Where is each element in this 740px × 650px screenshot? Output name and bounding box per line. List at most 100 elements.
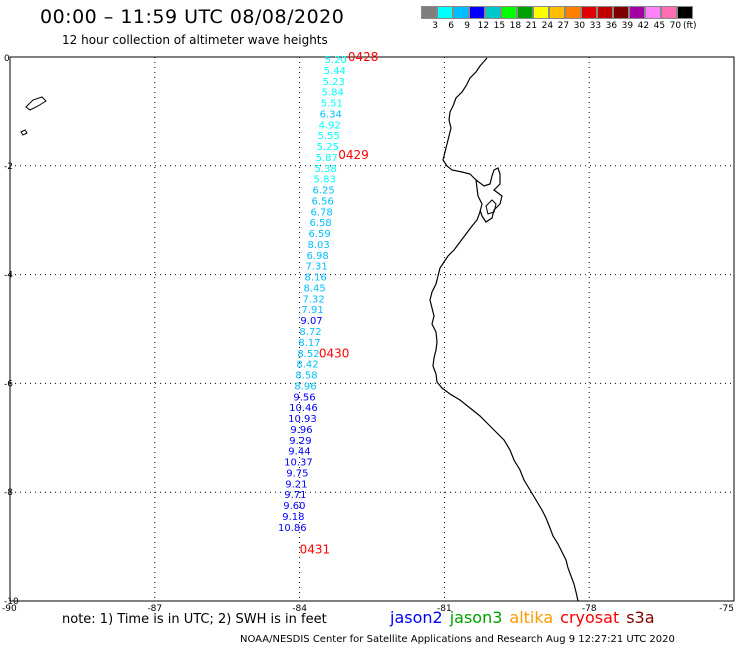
wave-height-label: 5.25	[317, 142, 339, 153]
x-tick-label: -87	[147, 604, 162, 614]
wave-height-label: 9.07	[300, 316, 322, 327]
legend-label: 30	[573, 21, 586, 31]
y-tick-label: -4	[4, 271, 13, 281]
x-tick-label: -81	[437, 604, 452, 614]
y-tick-label: -10	[4, 597, 19, 607]
satellite-name: s3a	[626, 608, 655, 627]
pass-time-label: 0430	[319, 346, 350, 360]
wave-height-label: 7.31	[305, 262, 327, 273]
wave-height-label: 5.23	[323, 77, 345, 88]
footer-credit: NOAA/NESDIS Center for Satellite Applica…	[240, 634, 675, 645]
wave-height-label: 5.51	[321, 99, 343, 110]
wave-height-label: 9.44	[288, 447, 310, 458]
legend-label: 42	[637, 21, 650, 31]
wave-height-label: 9.75	[286, 468, 308, 479]
wave-height-label: 5.44	[324, 66, 346, 77]
legend-swatch	[661, 6, 677, 19]
x-tick-label: -84	[292, 604, 307, 614]
wave-height-label: 6.58	[310, 218, 332, 229]
y-tick-label: -2	[4, 162, 13, 172]
wave-height-label: 8.42	[296, 360, 318, 371]
legend-swatch	[453, 6, 469, 19]
satellite-name: jason3	[449, 608, 503, 627]
wave-height-label: 5.84	[322, 88, 344, 99]
legend-label: 15	[493, 21, 506, 31]
x-tick-label: -75	[719, 604, 734, 614]
wave-height-label: 9.29	[289, 436, 311, 447]
satellite-name: altika	[509, 608, 554, 627]
satellite-legend: jason2 jason3 altika cryosat s3a	[390, 608, 655, 627]
wave-height-label: 6.98	[306, 251, 328, 262]
wave-height-label: 6.25	[313, 186, 335, 197]
legend-labels: 3 6 9 12 15 18 21 24 27 30 33 36 39 42 45 70 (ft)	[421, 19, 696, 33]
legend-swatch	[469, 6, 485, 19]
legend-label: 24	[541, 21, 554, 31]
pass-time-label: 0431	[300, 542, 331, 556]
wave-height-label: 6.56	[312, 196, 334, 207]
legend-label: 6	[448, 21, 455, 31]
color-legend: 3 6 9 12 15 18 21 24 27 30 33 36 39 42 45 70 (ft)	[421, 6, 697, 33]
pass-time-labels: 0428 0429 0430 0431	[300, 50, 379, 556]
wave-height-label: 8.96	[294, 381, 316, 392]
wave-height-label: 5.20	[325, 55, 347, 66]
legend-label: 33	[589, 21, 602, 31]
pass-time-label: 0429	[338, 148, 369, 162]
legend-label: 18	[509, 21, 522, 31]
wave-height-label: 5.55	[318, 131, 340, 142]
legend-label: 36	[605, 21, 618, 31]
wave-height-label: 8.16	[304, 273, 326, 284]
satellite-name: cryosat	[560, 608, 620, 627]
legend-label: 12	[477, 21, 490, 31]
island-galapagos	[25, 96, 47, 111]
legend-swatch	[597, 6, 613, 19]
page-title: 00:00 – 11:59 UTC 08/08/2020	[40, 6, 345, 28]
wave-height-label: 8.58	[295, 371, 317, 382]
legend-swatch	[549, 6, 565, 19]
legend-swatch	[437, 6, 453, 19]
wave-height-label: 8.45	[303, 283, 325, 294]
legend-swatch	[613, 6, 629, 19]
pass-time-label: 0428	[348, 50, 379, 64]
wave-height-label: 6.59	[309, 229, 331, 240]
wave-height-label: 6.34	[320, 109, 342, 120]
wave-height-label: 9.18	[282, 512, 304, 523]
wave-height-label: 10.46	[289, 403, 318, 414]
wave-height-label: 10.37	[284, 458, 313, 469]
x-tick-label: -78	[582, 604, 597, 614]
wave-height-label: 8.03	[307, 240, 329, 251]
wave-height-label: 5.87	[316, 153, 338, 164]
island-small	[20, 129, 28, 136]
wave-height-label: 8.72	[299, 327, 321, 338]
legend-swatch	[501, 6, 517, 19]
axis-ticks: -90 -87 -84 -81 -78 -75 0 -2 -4 -6 -8 -10	[2, 54, 734, 614]
y-tick-label: 0	[4, 54, 10, 64]
legend-label: 21	[525, 21, 538, 31]
legend-label: 70	[669, 21, 682, 31]
y-tick-label: -6	[4, 379, 13, 389]
mainland-coastline	[429, 57, 579, 602]
legend-swatch	[565, 6, 581, 19]
legend-unit: (ft)	[683, 21, 697, 31]
legend-swatch	[629, 6, 645, 19]
wave-height-label: 5.38	[315, 164, 337, 175]
wave-height-observations: 5.205.445.235.845.516.344.925.555.255.87…	[278, 55, 347, 534]
wave-height-label: 6.78	[311, 207, 333, 218]
legend-swatch	[485, 6, 501, 19]
wave-height-label: 9.56	[293, 392, 315, 403]
wave-height-label: 9.60	[283, 501, 305, 512]
wave-height-label: 9.71	[284, 490, 306, 501]
wave-height-label: 5.83	[314, 175, 336, 186]
footer-note: note: 1) Time is in UTC; 2) SWH is in fe…	[62, 612, 327, 627]
legend-label: 3	[432, 21, 439, 31]
legend-label: 45	[653, 21, 666, 31]
satellite-name: jason2	[390, 608, 443, 627]
wave-height-label: 4.92	[319, 120, 341, 131]
x-tick-label: -90	[2, 604, 17, 614]
map-frame	[9, 56, 735, 602]
page-subtitle: 12 hour collection of altimeter wave hei…	[62, 33, 328, 47]
legend-swatch	[421, 6, 437, 19]
legend-swatch	[517, 6, 533, 19]
wave-height-label: 10.93	[288, 414, 317, 425]
wave-height-label: 10.86	[278, 523, 307, 534]
legend-label: 9	[464, 21, 471, 31]
